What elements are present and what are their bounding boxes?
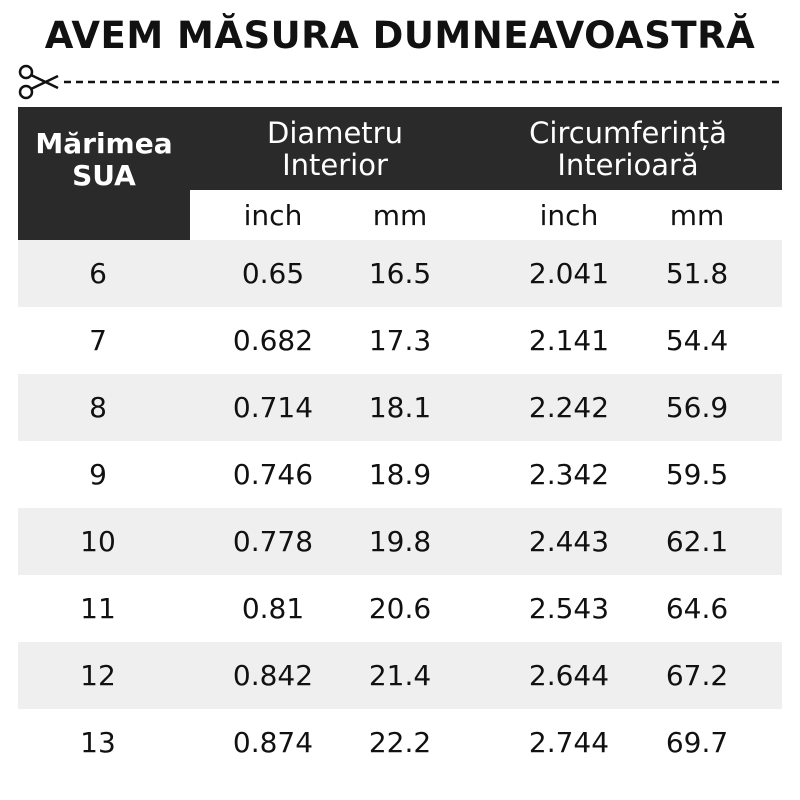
row-band: [18, 642, 782, 709]
table-cell: 11: [80, 592, 116, 625]
table-cell: 0.65: [241, 257, 305, 290]
column-header: Mărimea SUA: [35, 127, 173, 192]
table-cell: 2.543: [528, 592, 610, 625]
table-cell: 2.744: [528, 726, 610, 759]
table-cell: 0.874: [232, 726, 314, 759]
table-cell: 54.4: [665, 324, 729, 357]
table-cell: 18.1: [368, 391, 432, 424]
column-header: Circumferință Interioară: [529, 116, 727, 182]
table-cell: 2.242: [528, 391, 610, 424]
table-cell: 17.3: [368, 324, 432, 357]
row-band: [18, 374, 782, 441]
table-cell: 2.342: [528, 458, 610, 491]
table-cell: 0.714: [232, 391, 314, 424]
table-cell: 7: [89, 324, 107, 357]
unit-header: mm: [669, 198, 725, 232]
table-cell: 20.6: [368, 592, 432, 625]
table-cell: 0.778: [232, 525, 314, 558]
table-cell: 2.141: [528, 324, 610, 357]
table-cell: 9: [89, 458, 107, 491]
table-cell: 59.5: [665, 458, 729, 491]
unit-header: mm: [372, 198, 428, 232]
table-cell: 67.2: [665, 659, 729, 692]
table-cell: 69.7: [665, 726, 729, 759]
table-cell: 0.746: [232, 458, 314, 491]
table-cell: 56.9: [665, 391, 729, 424]
table-cell: 10: [80, 525, 116, 558]
table-cell: 18.9: [368, 458, 432, 491]
table-cell: 2.443: [528, 525, 610, 558]
table-cell: 13: [80, 726, 116, 759]
unit-header: inch: [243, 198, 303, 232]
title: AVEM MĂSURA DUMNEAVOASTRĂ: [44, 14, 756, 57]
table-cell: 16.5: [368, 257, 432, 290]
header-band: [18, 190, 190, 240]
table-cell: 0.81: [241, 592, 305, 625]
table-cell: 19.8: [368, 525, 432, 558]
table-cell: 8: [89, 391, 107, 424]
table-cell: 64.6: [665, 592, 729, 625]
cut-line: [18, 64, 782, 100]
table-cell: 2.041: [528, 257, 610, 290]
table-cell: 0.842: [232, 659, 314, 692]
unit-header: inch: [539, 198, 599, 232]
row-band: [18, 508, 782, 575]
column-header: Diametru Interior: [267, 116, 403, 182]
table-cell: 51.8: [665, 257, 729, 290]
row-band: [18, 240, 782, 307]
table-cell: 2.644: [528, 659, 610, 692]
table-cell: 62.1: [665, 525, 729, 558]
header-band: [18, 107, 782, 190]
table-cell: 22.2: [368, 726, 432, 759]
table-cell: 0.682: [232, 324, 314, 357]
table-cell: 6: [89, 257, 107, 290]
table-cell: 12: [80, 659, 116, 692]
table-cell: 21.4: [368, 659, 432, 692]
